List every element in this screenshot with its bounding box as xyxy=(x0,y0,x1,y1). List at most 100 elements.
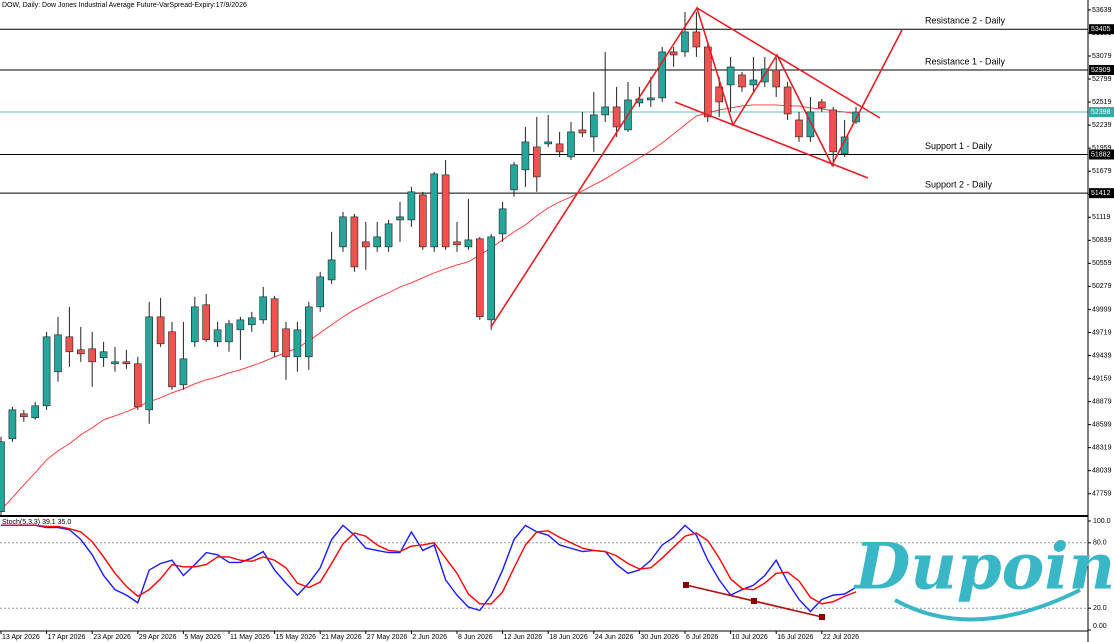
candle-body xyxy=(692,31,701,48)
candle-body xyxy=(521,141,530,171)
candle-body xyxy=(646,97,655,101)
candle-body xyxy=(840,136,849,155)
chart-title: DOW, Daily: Dow Jones Industrial Average… xyxy=(2,2,247,9)
candle-body xyxy=(77,349,85,355)
y-tick-label: 52239 xyxy=(1092,122,1112,129)
candle-body xyxy=(373,236,382,248)
candle-body xyxy=(772,69,781,88)
x-tick-label: 17 Apr 2026 xyxy=(48,634,86,641)
candle-body xyxy=(145,316,153,411)
x-tick-label: 27 May 2026 xyxy=(367,634,408,641)
candle-body xyxy=(236,319,245,331)
x-tick-label: 22 Jul 2026 xyxy=(823,634,859,641)
candle-body xyxy=(532,146,541,178)
candle-body xyxy=(202,304,210,341)
candle-body xyxy=(806,111,815,138)
x-tick-label: 21 May 2026 xyxy=(321,634,362,641)
stoch-line xyxy=(1,524,857,613)
x-tick-label: 2 Jun 2026 xyxy=(412,634,447,641)
candle-body xyxy=(658,51,667,99)
x-tick-label: 29 Apr 2026 xyxy=(139,634,177,641)
y-tick-label: 48039 xyxy=(1092,468,1112,475)
y-tick-label: 50559 xyxy=(1092,260,1112,267)
price-box xyxy=(1089,188,1114,199)
candle-body xyxy=(726,66,735,86)
candle-body xyxy=(339,216,347,248)
candle-body xyxy=(111,361,119,365)
y-tick-label: 52799 xyxy=(1092,76,1112,83)
divergence-point xyxy=(683,582,689,588)
candle-body xyxy=(589,114,598,138)
candle-body xyxy=(475,238,484,318)
divergence-point xyxy=(751,598,757,604)
x-tick-label: 13 Apr 2026 xyxy=(2,634,40,641)
y-tick-label: 49719 xyxy=(1092,329,1112,336)
candle-body xyxy=(441,174,450,248)
candle-body xyxy=(487,236,496,321)
candle-body xyxy=(384,223,393,248)
candle-body xyxy=(8,409,17,440)
y-tick-label: 48319 xyxy=(1092,444,1112,451)
candle-body xyxy=(795,119,803,138)
candle-body xyxy=(612,106,621,128)
logo-swoosh xyxy=(894,588,1081,622)
candle-body xyxy=(248,317,256,326)
x-tick-label: 6 Jul 2026 xyxy=(686,634,718,641)
zigzag-line xyxy=(490,6,903,328)
x-tick-label: 10 Jul 2026 xyxy=(732,634,768,641)
y-tick-label: 51679 xyxy=(1092,168,1112,175)
y-tick-label: 51959 xyxy=(1092,145,1112,152)
y-tick-label: 53079 xyxy=(1092,53,1112,60)
candle-body xyxy=(350,216,359,268)
y-tick-label: 53639 xyxy=(1092,7,1112,14)
candle-body xyxy=(0,441,5,513)
candle-body xyxy=(635,98,644,104)
candle-body xyxy=(54,334,62,373)
candle-body xyxy=(327,259,336,281)
price-box-label: 52909 xyxy=(1091,67,1111,74)
level-label: Support 2 - Daily xyxy=(925,180,993,190)
candle-body xyxy=(19,413,28,418)
price-box xyxy=(1089,24,1114,35)
channel-upper xyxy=(696,7,881,119)
x-tick-label: 15 May 2026 xyxy=(276,634,317,641)
candle-body xyxy=(510,164,518,191)
current-price-box xyxy=(1089,107,1114,118)
candle-body xyxy=(749,79,758,86)
candle-body xyxy=(156,316,165,345)
logo: Dupoin xyxy=(853,530,1114,605)
moving-average xyxy=(0,104,857,511)
candle-body xyxy=(783,86,792,115)
candle-body xyxy=(134,363,142,408)
y-tick-label: 50839 xyxy=(1092,237,1112,244)
x-tick-label: 18 Jun 2026 xyxy=(549,634,588,641)
price-box xyxy=(1089,65,1114,76)
divergence-points xyxy=(683,582,825,620)
y-tick-label: 100.0 xyxy=(1093,518,1111,525)
y-tick-label: 48879 xyxy=(1092,398,1112,405)
candle-body xyxy=(293,329,302,358)
candle-body xyxy=(316,276,325,308)
candle-body xyxy=(282,328,290,358)
price-box-label: 53405 xyxy=(1091,26,1111,33)
level-label: Resistance 1 - Daily xyxy=(925,56,1006,66)
candle-body xyxy=(42,336,51,407)
candle-body xyxy=(464,239,473,248)
y-tick-label: 52519 xyxy=(1092,99,1112,106)
candle-body xyxy=(270,298,279,353)
candle-body xyxy=(99,351,108,359)
x-tick-label: 5 May 2026 xyxy=(184,634,221,641)
candle-body xyxy=(65,336,74,353)
candle-body xyxy=(498,208,507,235)
x-tick-label: 8 Jun 2026 xyxy=(458,634,493,641)
candle-body xyxy=(31,405,40,419)
candle-body xyxy=(179,358,188,386)
candle-body xyxy=(430,173,439,248)
x-tick-label: 30 Jun 2026 xyxy=(640,634,679,641)
y-tick-label: 48599 xyxy=(1092,421,1112,428)
y-tick-label: 47759 xyxy=(1092,491,1112,498)
candle-body xyxy=(567,131,575,158)
y-tick-label: 50279 xyxy=(1092,283,1112,290)
y-tick-label: 51119 xyxy=(1092,214,1111,221)
